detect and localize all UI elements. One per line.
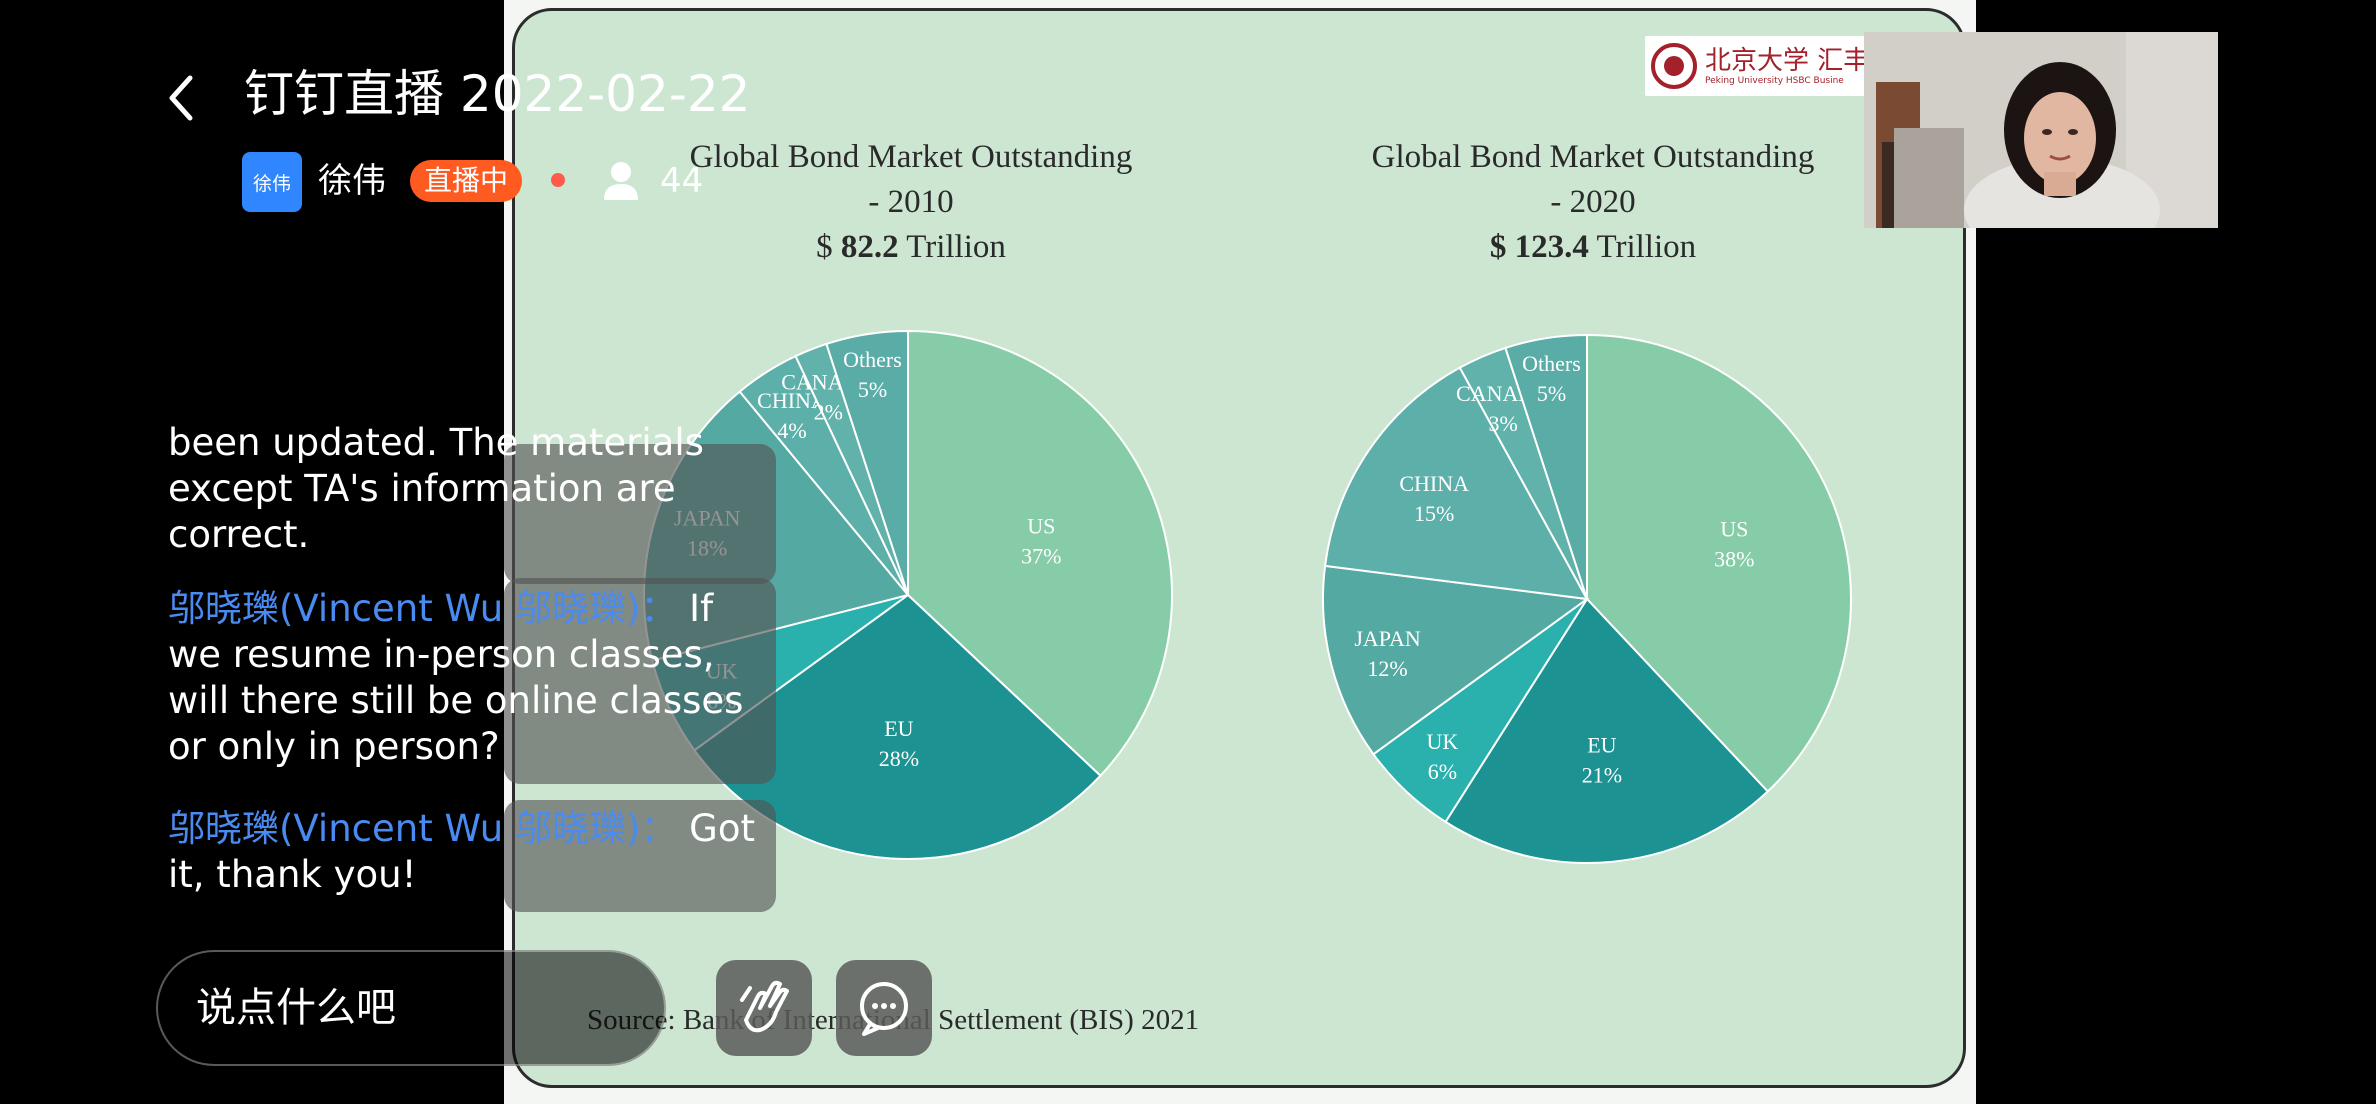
- clap-button[interactable]: [716, 960, 812, 1056]
- slice-label: US: [1027, 513, 1055, 538]
- pie-slice-others: [825, 329, 909, 596]
- chat-bubble-bg: [504, 578, 776, 784]
- chat-line: will there still be online classes: [168, 679, 744, 722]
- chart-title-text: Global Bond Market Outstanding: [689, 139, 1133, 175]
- pie-slice-japan: [1322, 564, 1590, 756]
- clap-hand-icon: [740, 980, 789, 1033]
- comment-placeholder: 说点什么吧: [196, 985, 396, 1031]
- slice-percent: 21%: [1582, 763, 1622, 788]
- chart-title-text: Global Bond Market Outstanding: [1371, 139, 1815, 175]
- chat-line: correct.: [168, 513, 310, 556]
- slice-percent: 15%: [1414, 501, 1454, 526]
- logo-subtext: Peking University HSBC Busine: [1705, 76, 1844, 86]
- live-dot-icon: [551, 173, 565, 187]
- slice-label: JAPAN: [1354, 626, 1421, 651]
- chat-message: 邬晓瓅(Vincent Wu 邬晓瓅)： Got it, thank you!: [168, 806, 758, 898]
- chat-sender[interactable]: 邬晓瓅(Vincent Wu 邬晓瓅)：: [168, 587, 678, 630]
- slice-percent: 37%: [1021, 543, 1061, 568]
- pie-slice-china: [1323, 366, 1589, 601]
- chart-title-2010: Global Bond Market Outstanding - 2010 $ …: [591, 135, 1231, 270]
- chat-bubble-icon: [860, 982, 908, 1036]
- chart-total: $ 123.4 Trillion: [1489, 229, 1697, 265]
- viewer-count: 44: [660, 161, 704, 201]
- chat-bubble-bg: [504, 444, 776, 584]
- slice-percent: 5%: [858, 377, 887, 402]
- chat-line: except TA's information are: [168, 467, 676, 510]
- slice-label: Others: [843, 347, 902, 372]
- slice-label: CHINA: [1399, 471, 1469, 496]
- chat-sender[interactable]: 邬晓瓅(Vincent Wu 邬晓瓅)：: [168, 807, 678, 850]
- live-stream-title: 钉钉直播 2022-02-22: [244, 65, 751, 123]
- slice-percent: 38%: [1714, 547, 1754, 572]
- presenter-webcam: [1864, 32, 2218, 228]
- chart-total: $ 82.2 Trillion: [816, 229, 1006, 265]
- pie-slice-us: [907, 329, 1173, 778]
- chevron-left-icon[interactable]: [160, 68, 204, 128]
- chart-subtitle: - 2010: [868, 184, 954, 220]
- pie-slice-eu: [693, 593, 1102, 860]
- logo-text: 北京大学 汇丰商: [1705, 46, 1896, 76]
- slice-label: UK: [1427, 729, 1459, 754]
- slice-percent: 5%: [1537, 381, 1566, 406]
- slice-percent: 12%: [1367, 656, 1407, 681]
- slice-label: US: [1720, 517, 1748, 542]
- university-seal-icon: [1651, 43, 1697, 89]
- slice-percent: 28%: [879, 746, 919, 771]
- chat-line: been updated. The materials: [168, 421, 704, 464]
- slice-label: Others: [1522, 351, 1581, 376]
- pie-slice-others: [1504, 333, 1588, 600]
- chat-bubble-bg: [504, 800, 776, 912]
- chart-title-2020: Global Bond Market Outstanding - 2020 $ …: [1273, 135, 1913, 270]
- comment-input[interactable]: [156, 950, 666, 1066]
- chat-message: been updated. The materials except TA's …: [168, 420, 758, 558]
- chat-line: 邬晓瓅(Vincent Wu 邬晓瓅)： If: [168, 587, 714, 630]
- chat-list[interactable]: been updated. The materials except TA's …: [0, 420, 800, 1020]
- slice-percent: 2%: [814, 400, 843, 425]
- slice-percent: 3%: [1488, 411, 1517, 436]
- chat-line: we resume in-person classes,: [168, 633, 715, 676]
- pie-slice-eu: [1444, 597, 1770, 864]
- pku-hsbc-logo: 北京大学 汇丰商 Peking University HSBC Busine: [1645, 36, 1895, 96]
- host-avatar[interactable]: 徐伟: [242, 152, 302, 212]
- person-icon: [604, 162, 638, 200]
- host-name: 徐伟: [318, 161, 386, 201]
- slice-label: EU: [884, 716, 913, 741]
- chat-button[interactable]: [836, 960, 932, 1056]
- chat-line: or only in person?: [168, 725, 500, 768]
- slice-percent: 4%: [777, 418, 806, 443]
- pie-slice-us: [1586, 333, 1852, 793]
- slice-label: EU: [1587, 733, 1616, 758]
- chat-line: it, thank you!: [168, 853, 417, 896]
- slice-percent: 6%: [1428, 759, 1457, 784]
- chat-line: 邬晓瓅(Vincent Wu 邬晓瓅)： Got: [168, 807, 755, 850]
- live-status-badge: 直播中: [410, 160, 523, 202]
- chat-message: 邬晓瓅(Vincent Wu 邬晓瓅)： If we resume in-per…: [168, 586, 758, 770]
- presenter-video-frame: [1864, 32, 2218, 228]
- chart-subtitle: - 2020: [1550, 184, 1636, 220]
